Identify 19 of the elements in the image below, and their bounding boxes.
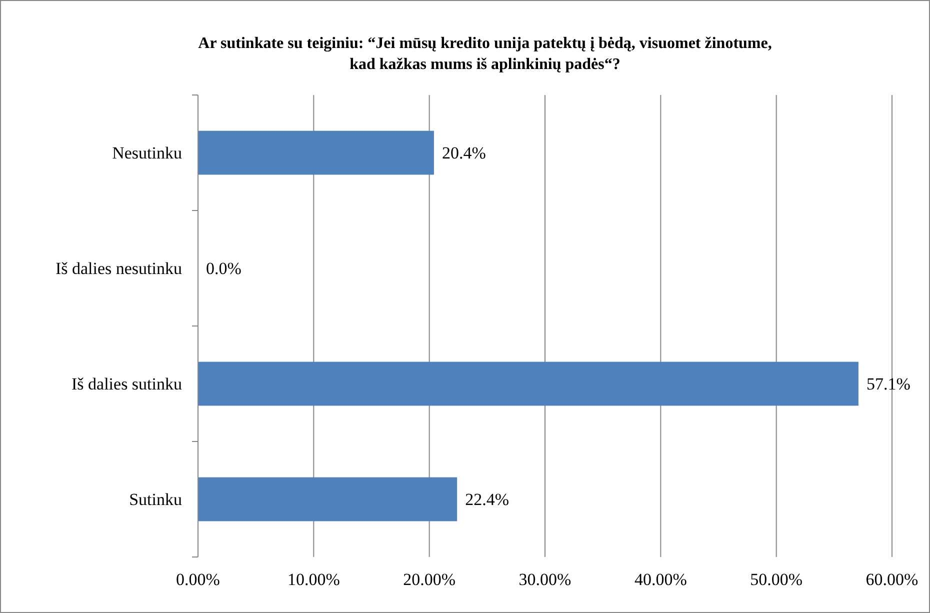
bar [198, 362, 858, 406]
x-tick-label: 20.00% [403, 570, 456, 589]
bar [198, 130, 434, 175]
data-label: 20.4% [442, 144, 486, 163]
data-label: 57.1% [866, 374, 910, 394]
x-tick-label: 50.00% [750, 570, 803, 589]
x-tick-label: 0.00% [176, 570, 220, 589]
x-tick-label: 10.00% [287, 570, 340, 589]
y-tick-label: Iš dalies nesutinku [55, 259, 182, 278]
x-tick-label: 40.00% [634, 570, 687, 589]
bar [198, 477, 458, 522]
y-tick-label: Iš dalies sutinku [72, 374, 182, 394]
x-tick-label: 30.00% [518, 570, 572, 589]
y-tick-label: Sutinku [129, 490, 182, 510]
x-tick-label: 60.00% [866, 570, 918, 589]
y-tick-label: Nesutinku [112, 144, 182, 163]
chart-title: Ar sutinkate su teiginiu: “Jei mūsų kredito unija patektų į bėdą, visuomet žinotume, kad kažkas mums iš aplinkinių padės“? [198, 35, 772, 73]
data-label: 0.0% [206, 259, 242, 278]
data-label: 22.4% [465, 490, 510, 510]
